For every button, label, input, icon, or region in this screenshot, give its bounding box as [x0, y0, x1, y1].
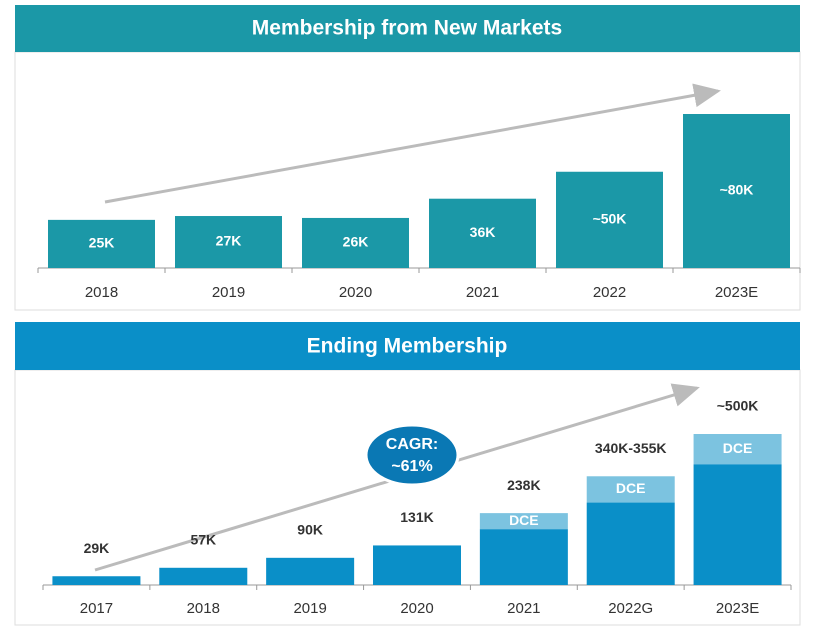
x-tick-label: 2020 — [339, 284, 372, 301]
header — [15, 5, 800, 52]
segment-label: DCE — [509, 512, 539, 528]
x-tick-label: 2017 — [80, 600, 113, 617]
segment-label: DCE — [616, 480, 646, 496]
annotation: ~61% — [391, 458, 432, 475]
total-label: 238K — [507, 477, 540, 493]
data-label: 26K — [343, 234, 369, 250]
bar — [556, 171, 663, 268]
chart-title: Ending Membership — [307, 335, 508, 358]
data-label: 25K — [89, 235, 115, 251]
x-tick-label: 2019 — [293, 600, 326, 617]
panel — [14, 369, 801, 626]
bar-segment — [693, 464, 782, 585]
bar-segment — [52, 576, 141, 585]
total-label: ~500K — [717, 398, 759, 414]
x-tick-label: 2023E — [716, 600, 759, 617]
x-tick-label: 2018 — [85, 284, 118, 301]
x-tick-label: 2021 — [507, 600, 540, 617]
bar — [429, 198, 536, 268]
x-tick-label: 2022 — [593, 284, 626, 301]
bar-segment — [479, 513, 568, 530]
total-label: 29K — [84, 540, 110, 556]
total-label: 57K — [190, 531, 216, 547]
segment-label: DCE — [723, 440, 753, 456]
x-tick-label: 2020 — [400, 600, 433, 617]
bar — [683, 114, 790, 268]
bar — [175, 216, 282, 268]
bar-segment — [266, 557, 355, 585]
bar-segment — [586, 476, 675, 503]
annotation: CAGR: — [386, 436, 438, 453]
x-tick-label: 2021 — [466, 284, 499, 301]
bar — [48, 219, 155, 268]
chart-title: Membership from New Markets — [252, 17, 562, 40]
data-label: ~80K — [720, 182, 754, 198]
total-label: 340K-355K — [595, 440, 667, 456]
x-tick-label: 2022G — [608, 600, 653, 617]
cagr-bubble — [364, 423, 460, 487]
bar-segment — [373, 545, 461, 585]
bar-segment — [479, 529, 568, 585]
total-label: 90K — [297, 522, 323, 538]
trend-arrow — [104, 83, 721, 204]
bar-segment — [586, 502, 675, 585]
x-tick-label: 2019 — [212, 284, 245, 301]
bar-segment — [693, 434, 782, 465]
x-tick-label: 2023E — [715, 284, 758, 301]
panel — [14, 51, 801, 311]
data-label: ~50K — [593, 211, 627, 227]
total-label: 131K — [400, 509, 433, 525]
bar — [302, 217, 409, 268]
data-label: 27K — [216, 233, 242, 249]
bar-segment — [159, 567, 248, 585]
data-label: 36K — [470, 224, 496, 240]
x-tick-label: 2018 — [187, 600, 220, 617]
header — [15, 322, 800, 370]
